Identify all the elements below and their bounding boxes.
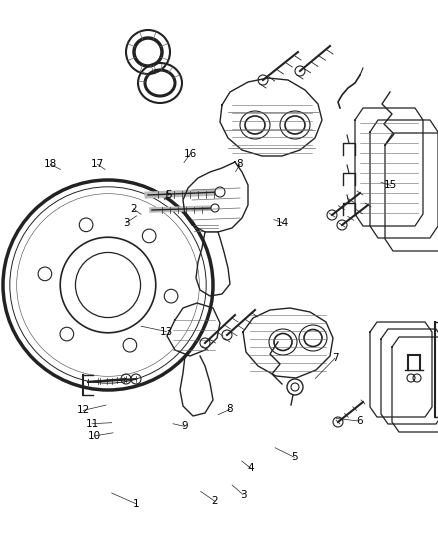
Text: 1: 1 [132, 499, 139, 508]
Text: 5: 5 [291, 453, 298, 462]
Text: 9: 9 [181, 422, 188, 431]
Text: 18: 18 [44, 159, 57, 169]
Text: 5: 5 [165, 190, 172, 199]
Circle shape [215, 187, 225, 197]
Text: 2: 2 [211, 496, 218, 506]
Text: 15: 15 [384, 181, 397, 190]
Text: 4: 4 [247, 463, 254, 473]
Text: 16: 16 [184, 149, 197, 158]
Text: 3: 3 [240, 490, 247, 499]
Text: 8: 8 [237, 159, 244, 169]
Text: 7: 7 [332, 353, 339, 363]
Circle shape [211, 204, 219, 212]
Text: 11: 11 [85, 419, 99, 429]
Text: 2: 2 [130, 204, 137, 214]
Text: 13: 13 [160, 327, 173, 336]
Text: 3: 3 [123, 218, 130, 228]
Text: 14: 14 [276, 218, 289, 228]
Text: 17: 17 [91, 159, 104, 169]
Text: 12: 12 [77, 406, 90, 415]
Text: 10: 10 [88, 431, 101, 441]
Text: 8: 8 [226, 405, 233, 414]
Text: 6: 6 [356, 416, 363, 426]
